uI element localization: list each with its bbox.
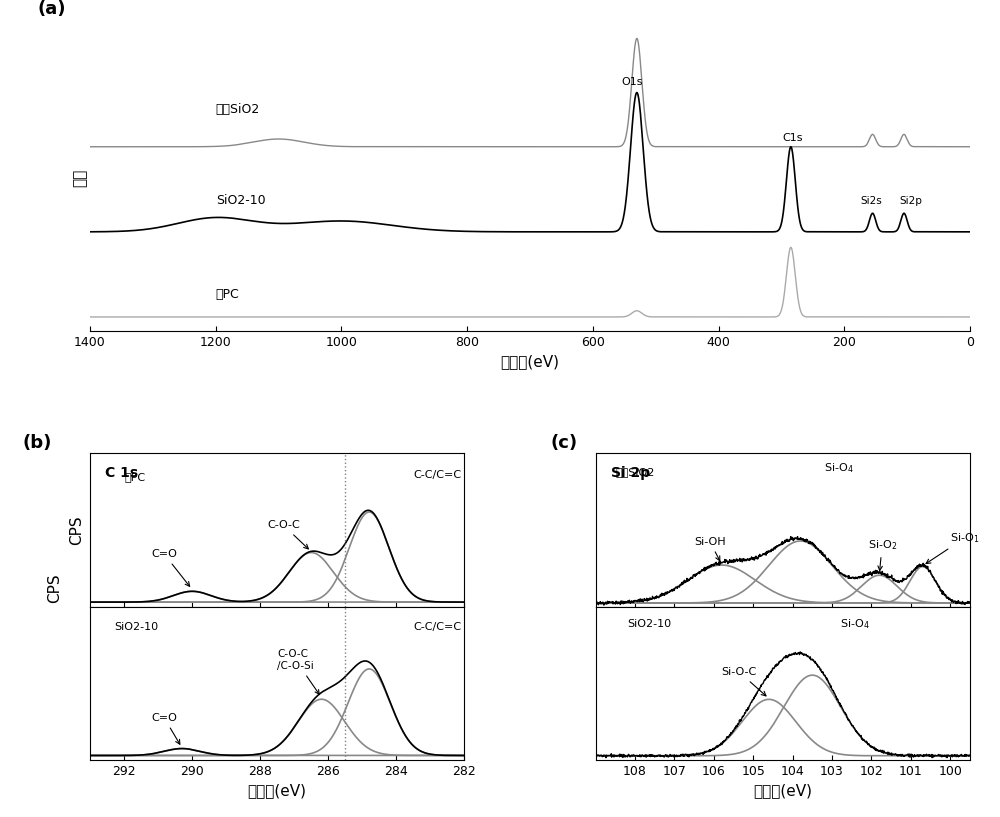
Text: C-O-C
/C-O-Si: C-O-C /C-O-Si xyxy=(277,650,319,694)
Text: Si-O$_1$: Si-O$_1$ xyxy=(926,531,980,564)
Text: C-C/C=C: C-C/C=C xyxy=(413,470,462,480)
Text: C=O: C=O xyxy=(151,549,190,587)
Text: Si-O$_4$: Si-O$_4$ xyxy=(840,617,869,631)
Text: C=O: C=O xyxy=(151,713,180,744)
Text: Si-OH: Si-OH xyxy=(694,537,726,560)
X-axis label: 结合能(eV): 结合能(eV) xyxy=(753,784,812,798)
Text: C-O-C: C-O-C xyxy=(267,520,308,549)
Text: SiO2-10: SiO2-10 xyxy=(627,618,671,629)
Text: Si 2p: Si 2p xyxy=(611,466,650,480)
Text: Si2s: Si2s xyxy=(860,196,882,206)
Text: O1s: O1s xyxy=(621,77,643,87)
Text: Si-O$_2$: Si-O$_2$ xyxy=(868,538,897,570)
X-axis label: 结合能(eV): 结合能(eV) xyxy=(501,355,560,369)
Y-axis label: CPS: CPS xyxy=(69,516,84,545)
X-axis label: 结合能(eV): 结合能(eV) xyxy=(248,784,307,798)
Text: Si-O$_4$: Si-O$_4$ xyxy=(824,462,854,475)
Text: C 1s: C 1s xyxy=(105,466,138,480)
Text: (c): (c) xyxy=(551,434,578,452)
Y-axis label: 计数: 计数 xyxy=(72,168,87,187)
Text: CPS: CPS xyxy=(48,574,62,603)
Text: (b): (b) xyxy=(23,434,52,452)
Text: SiO2-10: SiO2-10 xyxy=(216,194,265,207)
Text: (a): (a) xyxy=(37,0,66,18)
Text: 原始SiO2: 原始SiO2 xyxy=(615,467,655,477)
Text: 累PC: 累PC xyxy=(124,472,145,483)
Text: 累PC: 累PC xyxy=(216,288,239,301)
Text: 原始SiO2: 原始SiO2 xyxy=(216,103,260,116)
Text: Si2p: Si2p xyxy=(900,196,922,206)
Text: Si-O-C: Si-O-C xyxy=(722,667,766,696)
Text: C1s: C1s xyxy=(783,132,803,142)
Text: C-C/C=C: C-C/C=C xyxy=(413,622,462,632)
Text: SiO2-10: SiO2-10 xyxy=(114,622,158,632)
